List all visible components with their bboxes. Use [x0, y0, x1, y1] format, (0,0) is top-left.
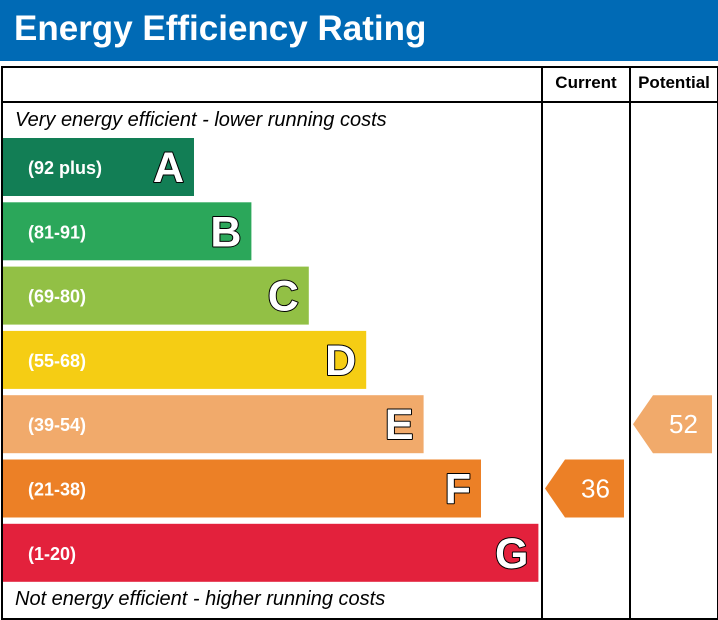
- band-d-letter: D: [325, 337, 356, 385]
- band-g-bar: [3, 523, 539, 582]
- band-d-bar: [3, 330, 367, 389]
- potential-column-divider: [629, 66, 631, 618]
- band-f-range: (21-38): [28, 480, 86, 500]
- band-a-range: (92 plus): [28, 158, 102, 178]
- band-d-range: (55-68): [28, 351, 86, 371]
- band-a-bar: [3, 138, 194, 196]
- top-note: Very energy efficient - lower running co…: [15, 109, 387, 131]
- band-f-letter: F: [445, 466, 471, 514]
- band-f-bar: [3, 459, 481, 518]
- potential-rating-arrow: [633, 395, 712, 454]
- potential-column-header: Potential: [638, 73, 710, 92]
- band-g-range: (1-20): [28, 544, 76, 564]
- bottom-note: Not energy efficient - higher running co…: [15, 588, 386, 610]
- current-column-header: Current: [555, 73, 617, 92]
- band-b-letter: B: [210, 208, 241, 256]
- header-divider: [1, 101, 717, 103]
- band-e-letter: E: [385, 401, 414, 449]
- current-rating-arrow: [545, 459, 624, 518]
- band-c-range: (69-80): [28, 287, 86, 307]
- page-title: Energy Efficiency Rating: [14, 9, 427, 48]
- current-rating-value: 36: [581, 474, 610, 504]
- potential-rating-value: 52: [669, 409, 698, 439]
- current-column-divider: [541, 66, 543, 618]
- band-a-letter: A: [153, 144, 184, 192]
- header-bar: Energy Efficiency Rating: [0, 0, 718, 61]
- band-b-range: (81-91): [28, 222, 86, 242]
- band-c-bar: [3, 266, 309, 325]
- band-e-range: (39-54): [28, 415, 86, 435]
- band-c-letter: C: [268, 273, 299, 321]
- band-g-letter: G: [495, 530, 528, 578]
- band-b-bar: [3, 202, 252, 261]
- band-e-bar: [3, 395, 424, 454]
